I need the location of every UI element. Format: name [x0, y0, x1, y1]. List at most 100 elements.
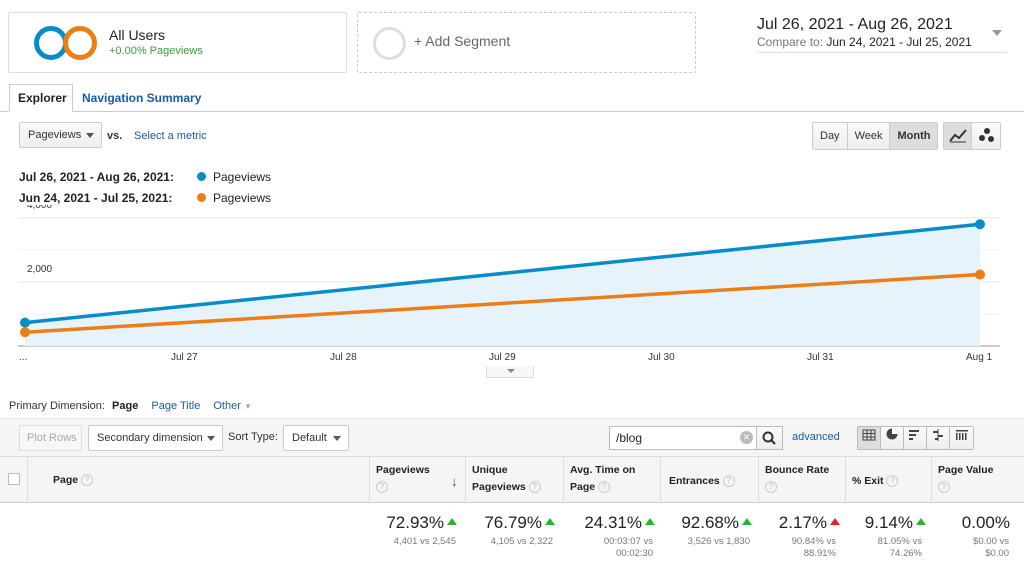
performance-view-icon[interactable] — [904, 427, 927, 449]
legend-metric-current: Pageviews — [213, 170, 272, 184]
date-range-underline — [757, 52, 1007, 53]
series-line-compare — [24, 272, 981, 334]
col-page-value-header[interactable]: Page Value? — [938, 464, 994, 494]
unique-pageviews-change: 76.79% — [467, 513, 555, 533]
date-range-main[interactable]: Jul 26, 2021 - Aug 26, 2021 — [757, 16, 953, 33]
sort-descending-arrow-icon[interactable]: ↓ — [451, 474, 458, 489]
clear-search-icon[interactable]: ✕ — [740, 431, 753, 444]
x-tick-label: Jul 28 — [330, 352, 357, 363]
tab-explorer[interactable]: Explorer — [9, 84, 73, 112]
up-arrow-icon — [645, 518, 655, 525]
help-icon: ? — [376, 481, 388, 494]
chevron-down-icon — [507, 369, 515, 373]
x-tick-label: Aug 1 — [966, 352, 993, 363]
pageviews-change: 72.93% — [371, 513, 457, 533]
avg-time-change: 24.31% — [565, 513, 655, 533]
sort-type-value: Default — [292, 432, 327, 444]
series-line-current — [24, 222, 981, 325]
help-icon: ? — [598, 481, 611, 494]
col-bounce-rate-header[interactable]: Bounce Rate? — [765, 464, 830, 494]
help-icon: ? — [528, 481, 541, 494]
data-point — [975, 269, 985, 280]
table-search-input[interactable]: /blog — [609, 426, 757, 450]
term-cloud-view-icon[interactable] — [950, 427, 973, 449]
table-view-toggle — [857, 426, 974, 450]
exit-change: 9.14% — [847, 513, 926, 533]
x-tick-label: Jul 27 — [171, 352, 198, 363]
search-button[interactable] — [756, 426, 783, 450]
primary-dimension-page[interactable]: Page — [112, 400, 139, 412]
up-arrow-icon — [742, 518, 752, 525]
day-button[interactable]: Day — [813, 123, 848, 149]
tabs-divider — [0, 111, 1024, 112]
legend-range-compare: Jun 24, 2021 - Jul 25, 2021: — [19, 191, 173, 205]
secondary-dimension-dropdown[interactable]: Secondary dimension — [88, 425, 223, 451]
data-point — [975, 219, 985, 230]
data-point — [20, 327, 30, 338]
col-exit-header[interactable]: % Exit ? — [852, 473, 899, 490]
pie-chart-view-icon[interactable] — [881, 427, 904, 449]
primary-dimension: Primary Dimension: Page Page Title Other… — [9, 400, 252, 412]
add-segment-button[interactable]: + Add Segment — [357, 12, 696, 73]
unique-pageviews-compare: 4,105 vs 2,322 — [490, 536, 553, 547]
up-arrow-red-icon — [830, 518, 840, 525]
segment-all-users[interactable]: All Users +0.00% Pageviews — [8, 12, 347, 73]
y-tick-label: 4,000 — [27, 205, 52, 211]
segment-subtitle: +0.00% Pageviews — [109, 45, 203, 57]
pageviews-compare: 4,401 vs 2,545 — [393, 536, 456, 547]
x-tick-label: Jul 31 — [807, 352, 834, 363]
area-fill-current — [25, 224, 980, 346]
avg-time-compare: 00:03:07 vs 00:02:30 — [603, 536, 653, 559]
metric-dropdown[interactable]: Pageviews — [19, 122, 102, 148]
week-button[interactable]: Week — [847, 123, 891, 149]
help-icon: ? — [81, 474, 94, 487]
bounce-rate-change: 2.17% — [760, 513, 840, 533]
chevron-down-icon — [86, 133, 94, 138]
chart-type-toggle — [943, 122, 1001, 150]
col-entrances-header[interactable]: Entrances ? — [669, 473, 735, 490]
select-all-checkbox[interactable] — [8, 473, 20, 485]
x-tick-label: Jul 29 — [489, 352, 516, 363]
legend-dot-orange — [197, 193, 206, 202]
primary-dimension-label: Primary Dimension: — [9, 400, 105, 412]
tab-navigation-summary[interactable]: Navigation Summary — [82, 91, 202, 105]
col-page-header[interactable]: Page ? — [53, 472, 94, 489]
add-segment-label: + Add Segment — [414, 33, 511, 49]
help-icon: ? — [938, 481, 950, 494]
line-chart-icon[interactable] — [944, 123, 972, 149]
primary-dimension-page-title[interactable]: Page Title — [151, 400, 201, 412]
data-point — [20, 317, 30, 328]
search-icon — [762, 431, 776, 445]
bounce-rate-compare: 90.84% vs 88.91% — [791, 536, 836, 559]
legend-metric-compare: Pageviews — [213, 191, 272, 205]
primary-dimension-other[interactable]: Other — [213, 400, 241, 412]
legend-dot-blue — [197, 172, 206, 181]
help-icon: ? — [886, 475, 899, 488]
month-button[interactable]: Month — [890, 123, 938, 149]
plot-rows-button[interactable]: Plot Rows — [19, 425, 82, 451]
col-unique-pageviews-header[interactable]: Unique Pageviews ? — [472, 462, 541, 496]
up-arrow-icon — [447, 518, 457, 525]
pageviews-line-chart: 2,000 4,000 — [18, 205, 1000, 347]
motion-chart-icon[interactable] — [972, 123, 1000, 149]
col-avg-time-header[interactable]: Avg. Time on Page ? — [570, 464, 636, 494]
segment-name: All Users — [109, 27, 166, 43]
chevron-down-icon — [207, 436, 215, 441]
data-table-view-icon[interactable] — [858, 427, 881, 449]
comparison-view-icon[interactable] — [927, 427, 950, 449]
legend-range-current: Jul 26, 2021 - Aug 26, 2021: — [19, 170, 174, 184]
up-arrow-icon — [916, 518, 926, 525]
col-pageviews-header[interactable]: Pageviews? — [376, 464, 430, 494]
advanced-link[interactable]: advanced — [792, 431, 840, 443]
up-arrow-icon — [545, 518, 555, 525]
select-metric-link[interactable]: Select a metric — [134, 130, 207, 142]
sort-type-dropdown[interactable]: Default — [283, 425, 349, 451]
entrances-compare: 3,526 vs 1,830 — [687, 536, 750, 547]
page-value-compare: $0.00 vs $0.00 — [973, 536, 1009, 559]
page-value-change: 0.00% — [961, 513, 1010, 532]
chart-collapse-handle[interactable] — [486, 366, 534, 378]
vs-label: vs. — [107, 130, 123, 142]
sort-type-label: Sort Type: — [228, 431, 278, 443]
date-range-chevron-down-icon[interactable] — [992, 30, 1002, 36]
chevron-down-icon: ▼ — [243, 402, 252, 411]
